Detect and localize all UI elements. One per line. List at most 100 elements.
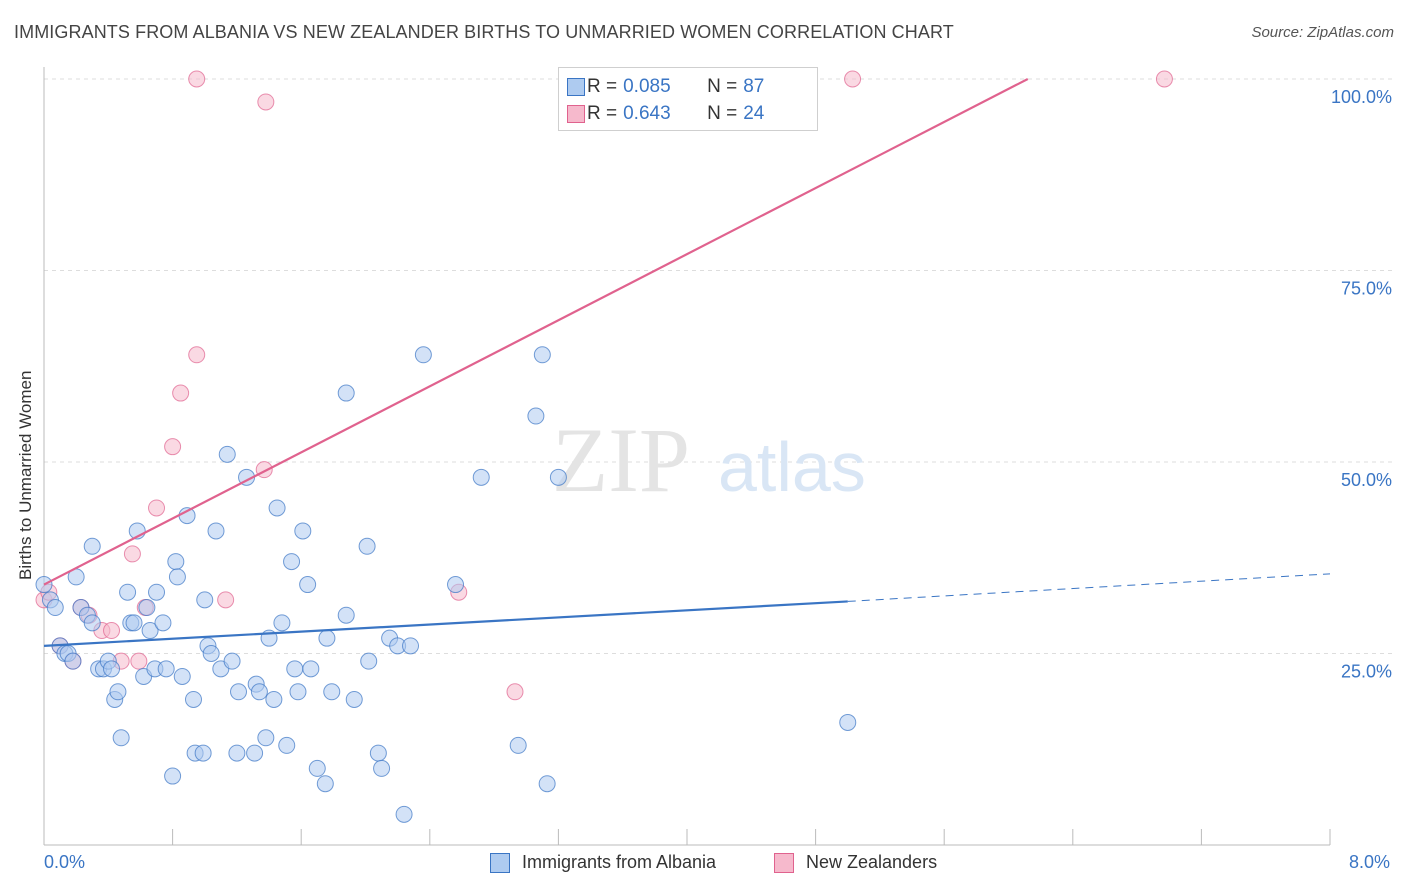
data-point-new-zealanders [148, 499, 166, 517]
data-point-albania [323, 683, 341, 701]
data-point-albania [64, 652, 82, 670]
source-label: Source: ZipAtlas.com [1251, 24, 1394, 41]
points-albania [35, 346, 857, 823]
watermark-atlas: atlas [718, 428, 866, 506]
data-point-new-zealanders [172, 384, 190, 402]
data-point-albania [302, 660, 320, 678]
data-point-albania [527, 407, 545, 425]
data-point-new-zealanders [130, 652, 148, 670]
data-point-albania [265, 690, 283, 708]
data-point-albania [194, 744, 212, 762]
y-tick-label: 75.0% [1341, 279, 1392, 299]
data-point-albania [289, 683, 307, 701]
data-point-albania [141, 622, 159, 640]
legend-label-albania: Immigrants from Albania [522, 852, 717, 872]
data-point-albania [283, 553, 301, 571]
data-point-albania [273, 614, 291, 632]
y-axis-label: Births to Unmarried Women [16, 370, 35, 580]
y-tick-label: 25.0% [1341, 662, 1392, 682]
watermark: ZIP atlas [552, 409, 866, 511]
data-point-albania [360, 652, 378, 670]
data-point-new-zealanders [217, 591, 235, 609]
y-tick-label: 100.0% [1331, 87, 1392, 107]
data-point-albania [294, 522, 312, 540]
trend-lines [43, 78, 1331, 647]
legend-row-albania: R = 0.085 N = 87 [567, 75, 764, 99]
legend-n-label: N = [707, 76, 738, 97]
data-point-albania [533, 346, 551, 364]
data-point-albania [228, 744, 246, 762]
data-point-albania [358, 537, 376, 555]
axes [43, 67, 1331, 846]
data-point-albania [308, 759, 326, 777]
trend-line-new-zealanders [43, 78, 1029, 586]
data-point-new-zealanders [844, 70, 862, 88]
data-point-albania [168, 568, 186, 586]
legend-swatch-blue [567, 78, 585, 96]
data-point-albania [173, 667, 191, 685]
data-point-albania [278, 736, 296, 754]
data-point-albania [402, 637, 420, 655]
correlation-legend: R = 0.085 N = 87 R = 0.643 N = 24 [558, 67, 818, 131]
data-point-albania [268, 499, 286, 517]
x-tick-label-max: 8.0% [1349, 852, 1391, 872]
data-point-albania [167, 553, 185, 571]
trend-line-albania [43, 600, 848, 647]
data-point-albania [318, 629, 336, 647]
data-point-albania [286, 660, 304, 678]
data-point-albania [337, 384, 355, 402]
legend-swatch-pink [567, 105, 585, 123]
data-point-new-zealanders [1155, 70, 1173, 88]
data-point-albania [373, 759, 391, 777]
data-point-albania [164, 767, 182, 785]
data-point-albania [83, 614, 101, 632]
legend-n-value: 24 [743, 103, 765, 124]
legend-swatch-new-zealanders [774, 852, 794, 873]
data-point-albania [246, 744, 264, 762]
data-point-new-zealanders [188, 70, 206, 88]
data-point-albania [109, 683, 127, 701]
data-point-albania [202, 645, 220, 662]
data-point-albania [395, 805, 413, 823]
watermark-zip: ZIP [552, 409, 690, 511]
data-point-albania [299, 576, 317, 594]
data-point-new-zealanders [257, 93, 275, 111]
data-point-albania [345, 690, 363, 708]
y-tick-label: 50.0% [1341, 470, 1392, 490]
data-point-albania [538, 775, 556, 793]
data-point-albania [148, 583, 166, 601]
legend-item-new-zealanders: New Zealanders [774, 852, 937, 873]
legend-r-label: R = [587, 76, 618, 97]
legend-r-label: R = [587, 103, 618, 124]
data-point-albania [316, 775, 334, 793]
data-point-new-zealanders [123, 545, 141, 563]
data-point-albania [472, 468, 490, 486]
data-point-albania [103, 660, 121, 678]
trend-line-albania-extension [847, 573, 1331, 602]
data-point-albania [184, 690, 202, 708]
x-tick-label-min: 0.0% [44, 852, 86, 872]
data-point-albania [414, 346, 432, 364]
legend-n-label: N = [707, 103, 738, 124]
data-point-albania [112, 729, 130, 747]
data-point-albania [549, 468, 567, 486]
data-point-albania [83, 537, 101, 555]
data-point-albania [125, 614, 143, 632]
data-point-albania [207, 522, 225, 540]
legend-label-new-zealanders: New Zealanders [806, 852, 938, 872]
chart-title: IMMIGRANTS FROM ALBANIA VS NEW ZEALANDER… [14, 22, 954, 42]
data-point-new-zealanders [103, 622, 121, 640]
data-point-albania [119, 583, 137, 601]
data-point-albania [230, 683, 248, 701]
data-point-new-zealanders [164, 438, 182, 456]
data-point-albania [157, 660, 175, 678]
legend-item-albania: Immigrants from Albania [490, 852, 716, 873]
data-point-albania [196, 591, 214, 609]
data-point-albania [369, 744, 387, 762]
data-point-albania [218, 445, 236, 463]
data-point-albania [154, 614, 172, 632]
data-point-albania [839, 713, 857, 731]
legend-r-value: 0.085 [623, 76, 671, 97]
data-point-albania [257, 729, 275, 747]
data-point-albania [138, 599, 156, 617]
